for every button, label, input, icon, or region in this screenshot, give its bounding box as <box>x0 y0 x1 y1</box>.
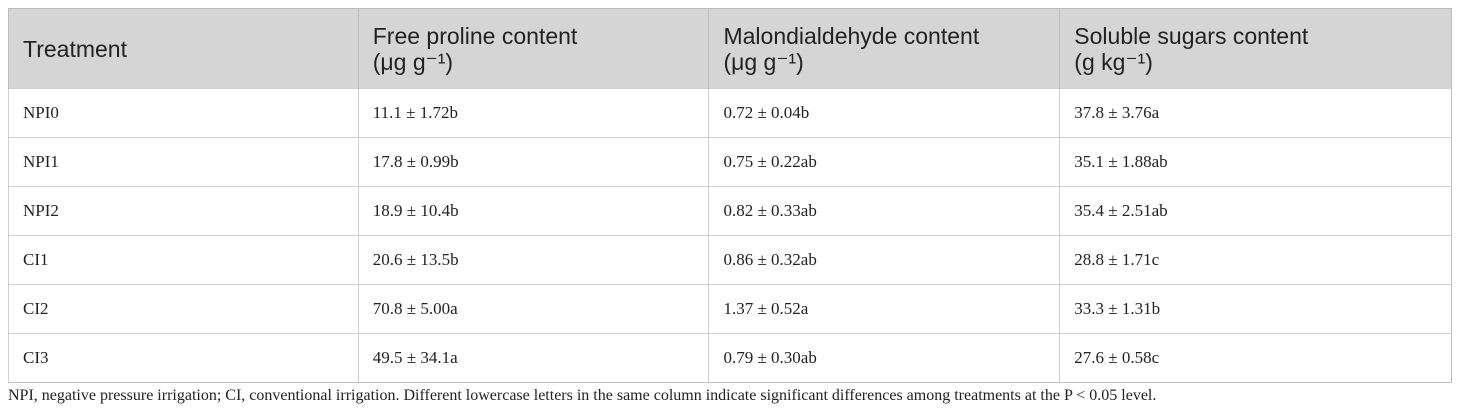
table-cell: 33.3 ± 1.31b <box>1059 284 1452 334</box>
table-cell: 11.1 ± 1.72b <box>357 88 709 138</box>
header-cell: Soluble sugars content (g kg⁻¹) <box>1059 8 1452 89</box>
table-cell: CI2 <box>8 284 359 334</box>
table-cell: 0.72 ± 0.04b <box>708 88 1060 138</box>
table-cell: NPI2 <box>8 186 359 236</box>
table-cell: 27.6 ± 0.58c <box>1059 333 1452 383</box>
header-row: Treatment Free proline content (μg g⁻¹) Mal… <box>8 8 1452 89</box>
header-cell: Free proline content (μg g⁻¹) <box>357 8 709 89</box>
table-cell: CI1 <box>8 235 359 285</box>
table-row: NPI2 18.9 ± 10.4b 0.82 ± 0.33ab 35.4 ± 2.51… <box>8 186 1452 236</box>
header-cell: Malondialdehyde content (μg g⁻¹) <box>708 8 1060 89</box>
header-cell: Treatment <box>8 8 359 89</box>
table-row: CI1 20.6 ± 13.5b 0.86 ± 0.32ab 28.8 ± 1.71c <box>8 235 1452 285</box>
table-cell: 35.1 ± 1.88ab <box>1059 137 1452 187</box>
header-text: (g kg⁻¹) <box>1074 48 1153 75</box>
table-cell: 0.82 ± 0.33ab <box>708 186 1060 236</box>
header-text: (μg g⁻¹) <box>372 48 454 75</box>
table-cell: 28.8 ± 1.71c <box>1059 235 1452 285</box>
data-table: Treatment Free proline content (μg g⁻¹) Mal… <box>8 8 1452 383</box>
table-row: NPI0 11.1 ± 1.72b 0.72 ± 0.04b 37.8 ± 3.76a <box>8 88 1452 138</box>
table-cell: 17.8 ± 0.99b <box>357 137 709 187</box>
table-cell: 49.5 ± 34.1a <box>357 333 709 383</box>
footnote: NPI, negative pressure irrigation; CI, c… <box>8 387 1157 404</box>
table-cell: 0.86 ± 0.32ab <box>708 235 1060 285</box>
table-cell: NPI0 <box>8 88 359 138</box>
table-cell: 35.4 ± 2.51ab <box>1059 186 1452 236</box>
table-cell: CI3 <box>8 333 359 383</box>
table-cell: 1.37 ± 0.52a <box>708 284 1060 334</box>
table-cell: 18.9 ± 10.4b <box>357 186 709 236</box>
table-cell: 20.6 ± 13.5b <box>357 235 709 285</box>
table-row: CI3 49.5 ± 34.1a 0.79 ± 0.30ab 27.6 ± 0.58c <box>8 333 1452 383</box>
header-text: Free proline content <box>372 22 578 49</box>
table-row: NPI1 17.8 ± 0.99b 0.75 ± 0.22ab 35.1 ± 1.88… <box>8 137 1452 187</box>
table-cell: 37.8 ± 3.76a <box>1059 88 1452 138</box>
table-cell: 70.8 ± 5.00a <box>357 284 709 334</box>
header-text: (μg g⁻¹) <box>723 48 804 75</box>
table-cell: 0.79 ± 0.30ab <box>708 333 1060 383</box>
header-text: Soluble sugars content <box>1074 22 1309 49</box>
table-cell: 0.75 ± 0.22ab <box>708 137 1060 187</box>
header-text: Malondialdehyde content <box>723 22 980 49</box>
header-text: Treatment <box>23 35 127 62</box>
table-cell: NPI1 <box>8 137 359 187</box>
table-row: CI2 70.8 ± 5.00a 1.37 ± 0.52a 33.3 ± 1.31b <box>8 284 1452 334</box>
table-body: NPI0 11.1 ± 1.72b 0.72 ± 0.04b 37.8 ± 3.76a… <box>8 88 1452 383</box>
